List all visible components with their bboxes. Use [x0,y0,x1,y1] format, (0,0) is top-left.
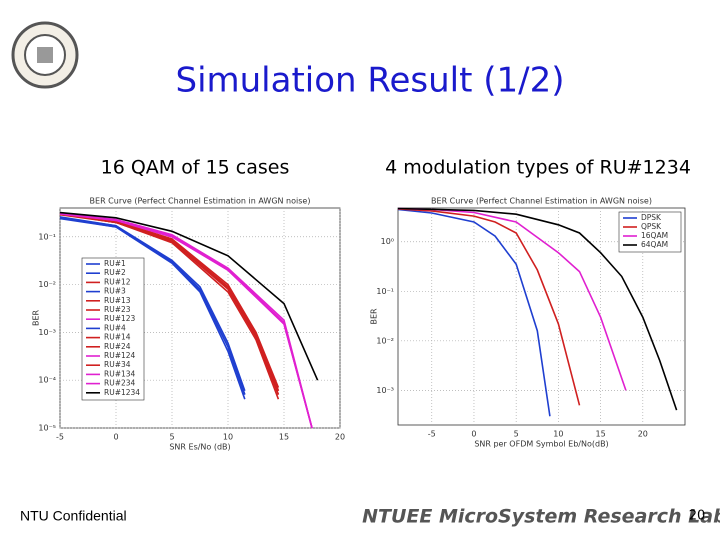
x-tick-label: 20 [335,433,345,442]
series-line [397,208,581,406]
y-tick-label: 10⁻² [376,336,394,345]
series-line [59,216,246,392]
emblem [11,21,79,89]
y-tick-label: 10⁻¹ [376,287,394,296]
x-tick-label: 10 [223,433,233,442]
x-tick-label: 15 [279,433,289,442]
subtitle: 16 QAM of 15 cases [101,157,290,179]
x-tick-label: 5 [169,433,174,442]
y-tick-label: 10⁻⁴ [38,376,56,385]
x-tick-label: 15 [595,430,605,439]
x-axis-label: SNR per OFDM Symbol Eb/No(dB) [474,440,608,449]
x-tick-label: -5 [56,433,64,442]
y-tick-label: 10⁻³ [38,328,56,337]
series-line [59,213,280,392]
legend-label: RU#12 [104,277,131,286]
footer: NTU Confidential [20,508,127,524]
y-tick-label: 10⁻⁵ [38,424,56,433]
y-axis-label: BER [32,310,41,327]
y-tick-label: 10⁻¹ [38,232,56,241]
series-line [397,207,678,411]
chart-title: BER Curve (Perfect Channel Estimation in… [90,197,311,206]
legend-label: RU#23 [104,305,131,314]
legend-label: RU#13 [104,296,131,305]
x-tick-label: -5 [428,430,436,439]
legend-label: RU#3 [104,287,126,296]
legend-label: RU#134 [104,369,136,378]
logo-text: NTUEE MicroSystem Research Lab. [362,506,720,528]
legend-label: 16QAM [641,231,668,240]
series-line [397,208,551,417]
subtitle: 4 modulation types of RU#1234 [385,157,691,179]
legend-label: RU#4 [104,323,126,332]
x-axis-label: SNR Es/No (dB) [169,443,230,452]
x-tick-label: 5 [514,430,519,439]
chart-title: BER Curve (Perfect Channel Estimation in… [431,197,652,206]
series-line [59,212,313,429]
legend-label: RU#2 [104,268,126,277]
x-tick-label: 0 [113,433,118,442]
x-tick-label: 0 [471,430,476,439]
legend-label: RU#1234 [104,388,140,397]
legend-label: RU#14 [104,333,131,342]
legend-label: RU#124 [104,351,136,360]
legend-label: 64QAM [641,240,668,249]
slide-title: Simulation Result (1/2) [175,61,564,101]
y-tick-label: 10⁰ [381,237,394,246]
x-tick-label: 10 [553,430,563,439]
x-tick-label: 20 [638,430,648,439]
legend-label: RU#123 [104,314,136,323]
page-number: 20 [689,509,706,524]
y-tick-label: 10⁻³ [376,386,394,395]
legend-label: RU#24 [104,342,131,351]
legend-label: RU#1 [104,259,126,268]
y-tick-label: 10⁻² [38,280,56,289]
series-line [59,211,319,381]
legend-label: QPSK [641,222,662,231]
series-line [59,217,246,395]
legend-label: RU#34 [104,360,131,369]
legend-label: DPSK [641,213,662,222]
legend-label: RU#234 [104,379,136,388]
y-axis-label: BER [370,308,379,325]
